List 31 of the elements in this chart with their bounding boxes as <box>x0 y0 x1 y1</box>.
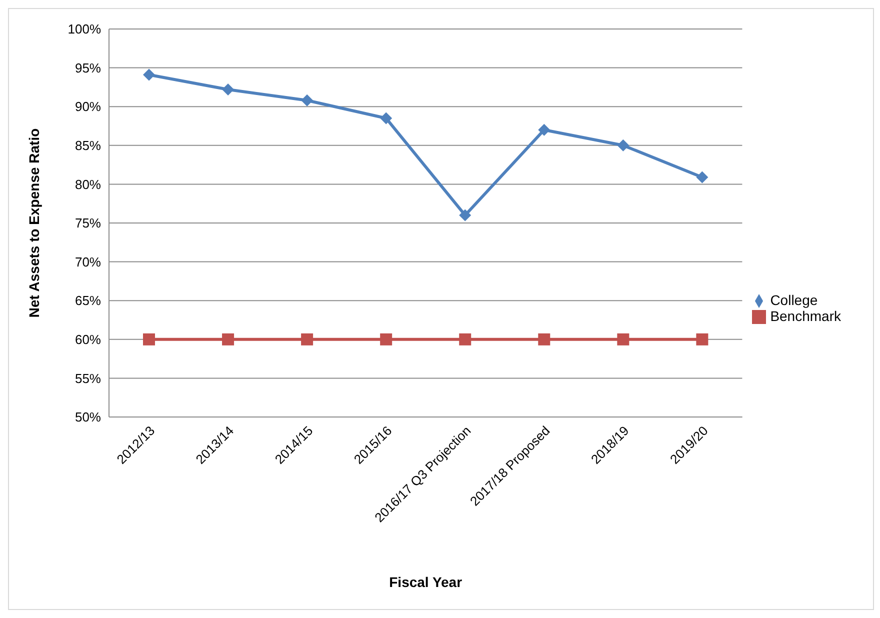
y-tick-label: 55% <box>74 370 102 386</box>
point <box>459 209 472 222</box>
point <box>301 333 314 346</box>
y-tick-label: 65% <box>74 293 102 308</box>
y-tick-label: 80% <box>74 176 102 192</box>
point <box>617 333 630 346</box>
point <box>459 333 472 346</box>
point <box>222 333 234 346</box>
point <box>696 333 708 346</box>
y-tick-label: 85% <box>74 138 102 154</box>
point <box>696 171 708 184</box>
y-tick-label: 95% <box>74 60 102 76</box>
point <box>380 112 392 124</box>
y-axis-title: Net Assets to Expense Ratio <box>26 128 42 318</box>
point <box>222 84 234 96</box>
y-tick-label: 75% <box>74 216 102 231</box>
point <box>617 139 630 152</box>
y-tick-label: 90% <box>74 99 102 114</box>
legend-label: Benchmark <box>770 308 841 324</box>
y-tick-label: 70% <box>74 254 102 270</box>
y-tick-label: 60% <box>74 332 102 348</box>
y-tick-label: 100% <box>68 22 102 37</box>
x-axis-title: Fiscal Year <box>389 574 463 590</box>
legend-label: College <box>770 292 818 308</box>
point <box>143 333 155 346</box>
point <box>538 124 550 136</box>
point <box>380 333 392 346</box>
point <box>301 94 314 106</box>
y-tick-label: 50% <box>74 410 102 425</box>
point <box>143 68 155 81</box>
point <box>538 333 550 346</box>
